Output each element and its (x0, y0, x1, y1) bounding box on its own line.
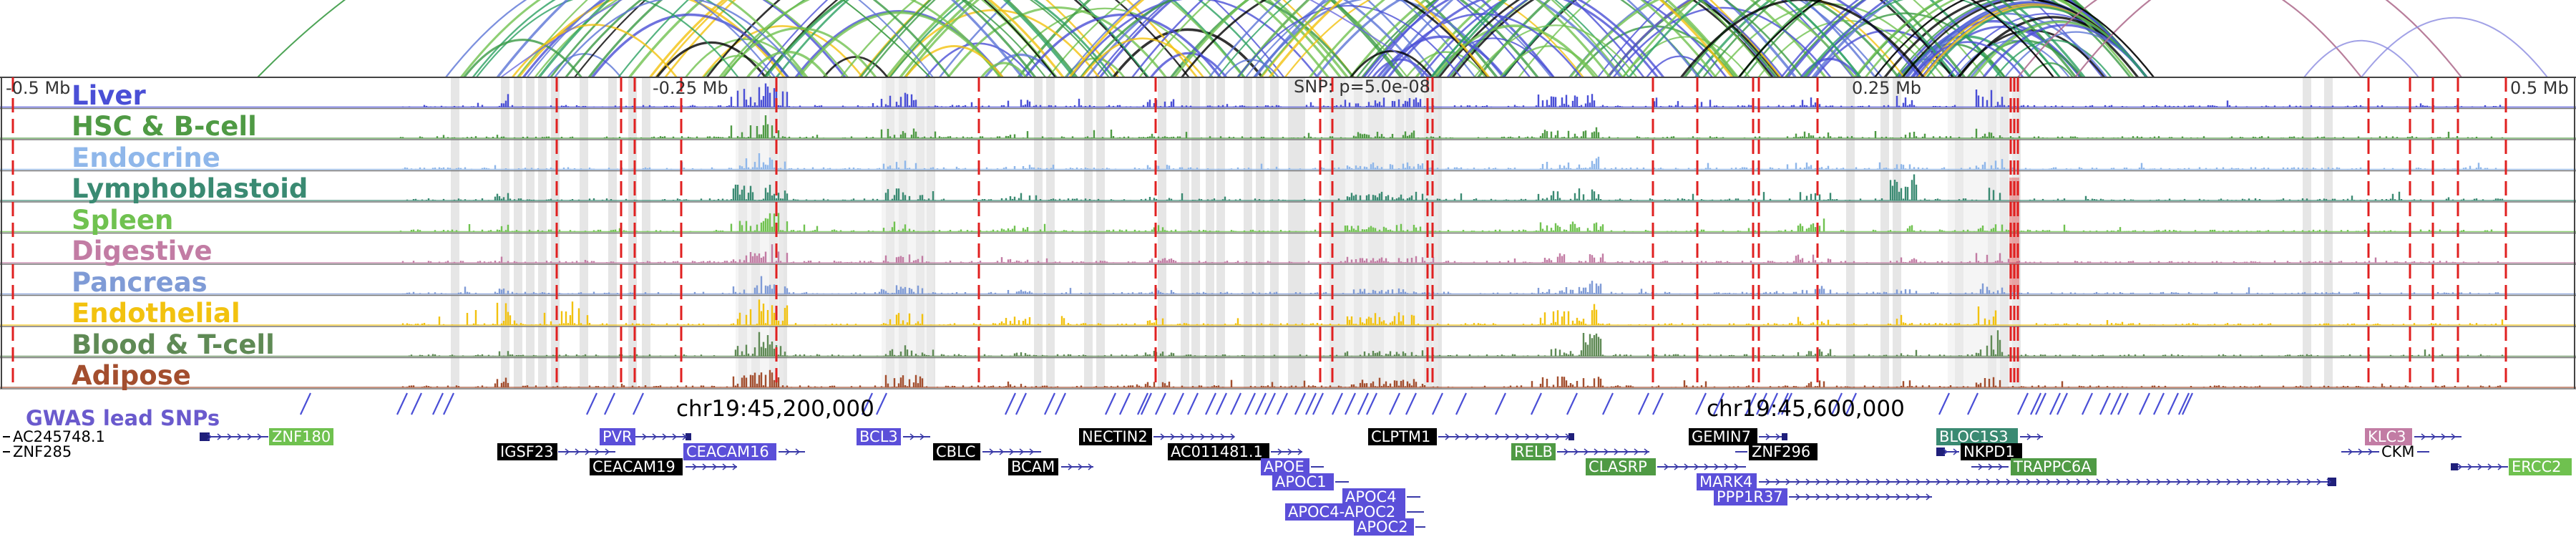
gene-gemin7: GEMIN7 (1689, 428, 1787, 445)
gene-clasrp: CLASRP (1586, 458, 1746, 475)
gene-label-cblc: CBLC (936, 443, 975, 460)
gwas-snp-markers (300, 392, 2193, 415)
gene-label-klc3: KLC3 (2368, 428, 2406, 445)
gene-label-igsf23: IGSF23 (500, 443, 554, 460)
gene-apoc4-apoc2: APOC4-APOC2 (1285, 503, 1424, 521)
chrom-label-45600000: chr19:45,600,000 (1707, 396, 1905, 422)
snp-marker-lines (11, 77, 2507, 389)
gene-relb: RELB (1511, 443, 1649, 460)
gene-label-bcam: BCAM (1011, 458, 1055, 475)
track-label-blood-t-cell: Blood & T-cell (72, 329, 275, 360)
gene-ceacam19: CEACAM19 (590, 458, 737, 475)
gene-igsf23: IGSF23 (497, 443, 615, 460)
gene-nectin2: NECTIN2 (1079, 428, 1234, 445)
gene-label-bloc1s3: BLOC1S3 (1939, 428, 2009, 445)
position-axis: -0.5 Mb -0.25 Mb SNP: p=5.0e-08 0.25 Mb … (6, 77, 2569, 98)
chrom-label-45200000: chr19:45,200,000 (676, 396, 874, 422)
gwas-lead-snps-label: GWAS lead SNPs (26, 406, 220, 430)
gene-label-gemin7: GEMIN7 (1692, 428, 1751, 445)
gene-label-znf180: ZNF180 (272, 428, 331, 445)
gene-label-nkpd1: NKPD1 (1963, 443, 2015, 460)
track-label-lymphoblastoid: Lymphoblastoid (72, 173, 308, 204)
gene-znf296: ZNF296 (1735, 443, 1818, 460)
gene-znf285: ZNF285 (3, 443, 72, 460)
gene-trappc6a: TRAPPC6A (1971, 458, 2097, 475)
gene-bcl3: BCL3 (857, 428, 930, 445)
gene-klc3: KLC3 (2365, 428, 2462, 445)
gene-pvr: PVR (600, 428, 691, 445)
track-separators (0, 77, 2576, 390)
axis-tick-plus-0-25: 0.25 Mb (1852, 78, 1921, 98)
gene-label-relb: RELB (1514, 443, 1553, 460)
gene-label-apoc1: APOC1 (1275, 473, 1327, 490)
gene-apoc4: APOC4 (1342, 488, 1420, 505)
track-label-endothelial: Endothelial (72, 298, 240, 329)
gene-ppp1r37: PPP1R37 (1714, 488, 1932, 505)
gene-label-znf285: ZNF285 (13, 443, 72, 460)
gene-apoc1: APOC1 (1272, 473, 1349, 490)
gene-nkpd1: NKPD1 (1936, 443, 2022, 460)
gene-cblc: CBLC (933, 443, 1041, 460)
gene-label-apoc4-apoc2: APOC4-APOC2 (1288, 503, 1395, 521)
gene-label-nectin2: NECTIN2 (1082, 428, 1148, 445)
gene-label-ppp1r37: PPP1R37 (1717, 488, 1783, 505)
gene-label-ac011481-1: AC011481.1 (1171, 443, 1263, 460)
gene-label-apoc2: APOC2 (1357, 518, 1408, 536)
gene-label-ckm: CKM (2381, 443, 2415, 460)
gene-label-ceacam19: CEACAM19 (592, 458, 675, 475)
gene-znf180: ZNF180 (200, 428, 333, 445)
gene-label-ac245748-1: AC245748.1 (13, 428, 105, 445)
gene-label-clasrp: CLASRP (1589, 458, 1647, 475)
gene-label-pvr: PVR (602, 428, 633, 445)
gene-label-clptm1: CLPTM1 (1371, 428, 1430, 445)
axis-tick-plus-0-5: 0.5 Mb (2510, 78, 2569, 98)
axis-tick-snp: SNP: p=5.0e-08 (1294, 77, 1430, 97)
track-label-hsc-b-cell: HSC & B-cell (72, 111, 257, 142)
gene-label-ceacam16: CEACAM16 (686, 443, 769, 460)
gene-clptm1: CLPTM1 (1368, 428, 1574, 445)
gene-ac011481-1: AC011481.1 (1168, 443, 1302, 460)
gene-apoe: APOE (1261, 458, 1324, 475)
track-label-liver: Liver (72, 80, 146, 111)
gene-label-apoc4: APOC4 (1345, 488, 1397, 505)
track-labels: Liver HSC & B-cell Endocrine Lymphoblast… (72, 80, 308, 391)
gene-ac245748-1: AC245748.1 (3, 428, 105, 445)
track-label-digestive: Digestive (72, 236, 213, 266)
track-label-endocrine: Endocrine (72, 142, 220, 173)
gene-apoc2: APOC2 (1354, 518, 1425, 536)
gene-ceacam16: CEACAM16 (683, 443, 805, 460)
gene-label-apoe: APOE (1264, 458, 1304, 475)
gene-bloc1s3: BLOC1S3 (1936, 428, 2043, 445)
gene-label-ercc2: ERCC2 (2512, 458, 2562, 475)
interaction-arcs (257, 0, 2548, 79)
track-label-adipose: Adipose (72, 360, 191, 391)
signal-tracks (0, 83, 2576, 388)
gene-ercc2: ERCC2 (2451, 458, 2572, 475)
gene-bcam: BCAM (1008, 458, 1093, 475)
axis-tick-minus-0-25: -0.25 Mb (653, 78, 728, 98)
gene-annotation-track: AC245748.1 ZNF285 ZNF180 IGSF23 PVR CEAC… (3, 428, 2572, 536)
gene-label-mark4: MARK4 (1699, 473, 1752, 490)
track-label-spleen: Spleen (72, 205, 173, 236)
axis-tick-minus-0-5: -0.5 Mb (6, 78, 70, 98)
gene-label-trappc6a: TRAPPC6A (2013, 458, 2092, 475)
gene-label-bcl3: BCL3 (859, 428, 898, 445)
gene-ckm: CKM (2341, 443, 2429, 460)
track-label-pancreas: Pancreas (72, 267, 208, 298)
gene-label-znf296: ZNF296 (1752, 443, 1810, 460)
